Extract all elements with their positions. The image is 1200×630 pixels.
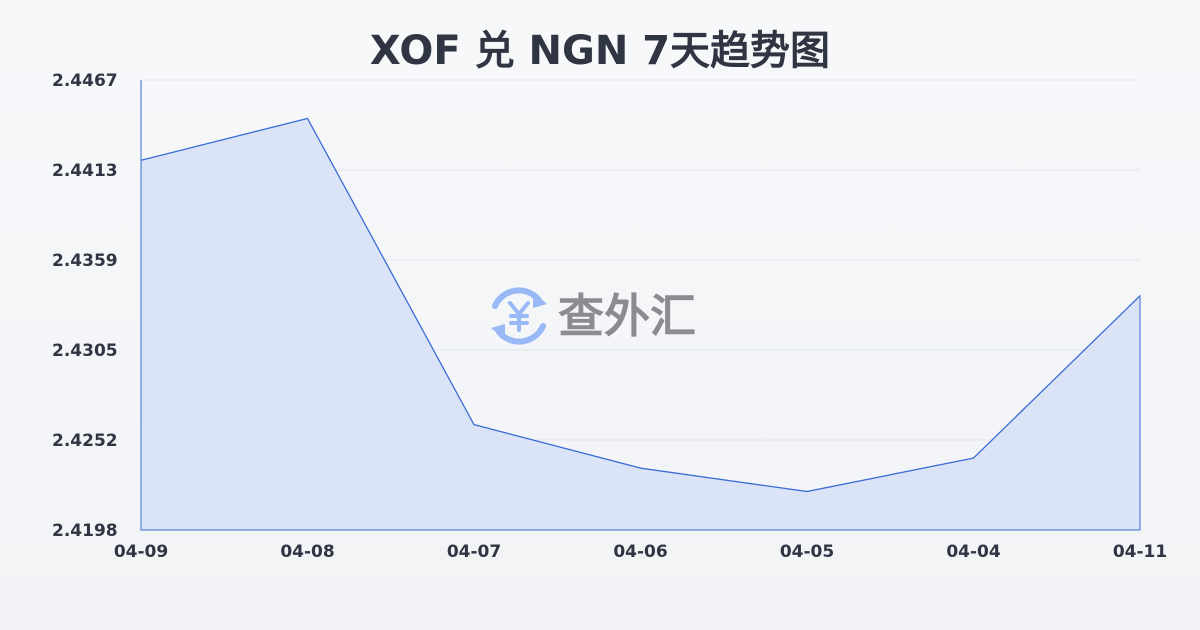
x-tick-label: 04-08 (280, 542, 334, 562)
x-tick-label: 04-04 (946, 542, 1001, 562)
x-tick-label: 04-06 (613, 542, 667, 562)
x-tick-label: 04-11 (1113, 542, 1167, 562)
watermark-text: 查外汇 (558, 289, 696, 343)
chart-title: XOF 兑 NGN 7天趋势图 (369, 28, 831, 74)
y-tick-label: 2.4305 (52, 341, 118, 361)
x-tick-label: 04-09 (114, 542, 168, 562)
y-tick-label: 2.4252 (52, 431, 118, 451)
y-tick-label: 2.4359 (52, 251, 118, 271)
y-tick-label: 2.4413 (52, 161, 118, 181)
x-tick-label: 04-07 (447, 542, 501, 562)
y-tick-label: 2.4198 (52, 521, 118, 541)
x-tick-label: 04-05 (780, 542, 834, 562)
yen-exchange-icon (491, 287, 547, 345)
watermark: 查外汇 (491, 287, 696, 345)
y-tick-label: 2.4467 (52, 71, 118, 91)
